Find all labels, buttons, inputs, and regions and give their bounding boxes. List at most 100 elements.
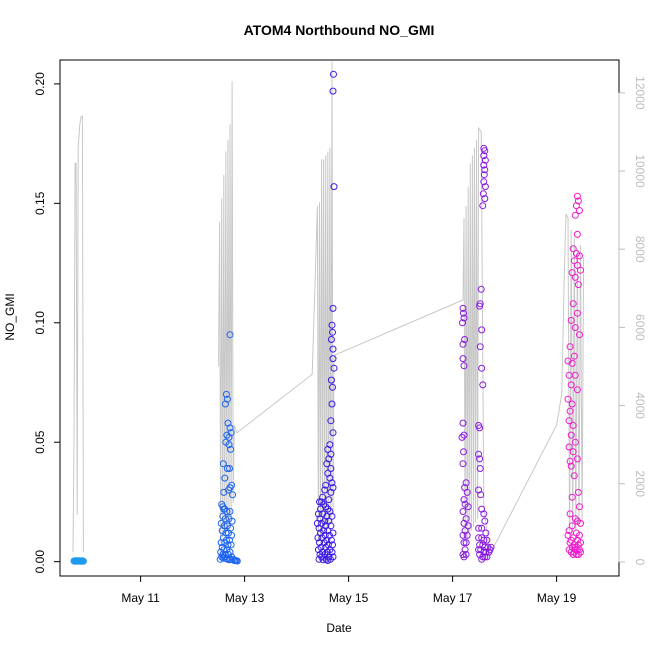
data-point bbox=[460, 539, 468, 547]
data-point bbox=[480, 178, 488, 186]
data-point bbox=[325, 496, 333, 504]
data-point bbox=[482, 529, 490, 537]
data-point bbox=[459, 355, 467, 363]
data-point bbox=[226, 424, 234, 432]
data-point bbox=[328, 479, 336, 487]
data-point bbox=[226, 465, 233, 472]
data-point bbox=[573, 192, 581, 200]
data-point bbox=[569, 448, 577, 456]
data-point bbox=[330, 70, 337, 78]
data-point bbox=[576, 207, 583, 214]
data-point bbox=[462, 479, 470, 487]
data-point bbox=[327, 465, 335, 472]
data-point bbox=[221, 474, 229, 482]
data-point bbox=[227, 445, 235, 453]
data-point bbox=[570, 257, 578, 265]
data-point bbox=[330, 183, 338, 191]
data-point bbox=[460, 362, 468, 370]
data-point bbox=[328, 548, 336, 556]
data-point bbox=[229, 491, 237, 499]
data-point bbox=[328, 321, 336, 329]
data-point bbox=[218, 527, 226, 535]
data-point bbox=[477, 491, 485, 499]
data-point bbox=[571, 324, 579, 332]
data-point bbox=[324, 557, 332, 564]
data-point bbox=[223, 508, 231, 515]
data-point bbox=[460, 431, 468, 439]
secondary-tick-label: 2000 bbox=[633, 470, 647, 497]
data-point bbox=[576, 503, 583, 511]
data-point bbox=[329, 304, 337, 312]
data-point bbox=[463, 488, 471, 496]
data-point bbox=[314, 534, 322, 542]
data-point bbox=[476, 465, 484, 472]
data-point bbox=[478, 364, 486, 372]
secondary-tick-label: 10000 bbox=[633, 154, 647, 188]
data-point bbox=[477, 285, 485, 293]
data-point bbox=[479, 202, 487, 210]
data-point bbox=[459, 319, 466, 327]
data-point bbox=[329, 328, 336, 336]
data-point bbox=[480, 171, 488, 179]
x-axis: May 11 May 13 May 15 May 17 May 19 bbox=[121, 575, 577, 605]
secondary-y-axis: 0 2000 4000 6000 8000 10000 12000 bbox=[618, 76, 647, 566]
data-point bbox=[571, 546, 579, 554]
data-point bbox=[574, 488, 582, 496]
data-point bbox=[217, 539, 225, 547]
data-point bbox=[315, 555, 323, 563]
data-point bbox=[479, 381, 487, 389]
data-point bbox=[572, 202, 580, 210]
data-point bbox=[476, 302, 484, 310]
altitude-line-3 bbox=[236, 61, 337, 543]
data-point bbox=[571, 371, 579, 379]
data-point bbox=[479, 190, 487, 198]
secondary-tick-label: 12000 bbox=[633, 76, 647, 110]
data-point bbox=[327, 376, 335, 384]
data-point bbox=[459, 419, 467, 427]
data-point bbox=[221, 400, 229, 408]
data-point bbox=[481, 156, 489, 164]
data-point bbox=[573, 261, 581, 269]
data-point bbox=[571, 438, 579, 446]
data-point bbox=[568, 400, 576, 408]
scatter-points bbox=[70, 70, 584, 565]
data-point bbox=[480, 536, 488, 544]
data-point bbox=[220, 488, 228, 496]
x-axis-label: Date bbox=[326, 621, 352, 635]
data-point bbox=[567, 431, 575, 439]
data-point bbox=[313, 519, 321, 527]
data-point bbox=[569, 245, 577, 253]
data-point bbox=[570, 472, 578, 480]
data-point bbox=[461, 336, 469, 343]
y-tick-label: 0.15 bbox=[33, 191, 47, 215]
data-point bbox=[576, 252, 583, 260]
x-tick-label: May 13 bbox=[225, 591, 265, 605]
data-point bbox=[483, 553, 491, 561]
data-point bbox=[460, 309, 467, 317]
data-point bbox=[564, 395, 572, 403]
y-axis-label: NO_GMI bbox=[3, 293, 17, 340]
data-point bbox=[328, 400, 336, 408]
data-point bbox=[226, 331, 234, 339]
data-point bbox=[478, 524, 486, 532]
data-point bbox=[459, 304, 467, 312]
data-point bbox=[329, 345, 337, 353]
secondary-tick-label: 8000 bbox=[633, 236, 647, 263]
data-point bbox=[475, 450, 483, 458]
data-point bbox=[458, 433, 466, 441]
data-point bbox=[577, 519, 584, 527]
y-tick-label: 0.05 bbox=[33, 430, 47, 454]
data-point bbox=[319, 556, 327, 564]
data-point bbox=[327, 417, 335, 425]
data-point bbox=[225, 433, 233, 441]
data-point bbox=[316, 539, 323, 547]
data-point bbox=[566, 510, 574, 518]
altitude-line-2 bbox=[218, 81, 238, 543]
data-point bbox=[224, 541, 232, 549]
data-point bbox=[321, 486, 329, 494]
data-point bbox=[568, 522, 576, 530]
data-point bbox=[329, 529, 337, 537]
data-point bbox=[233, 557, 241, 565]
data-point bbox=[223, 465, 231, 472]
